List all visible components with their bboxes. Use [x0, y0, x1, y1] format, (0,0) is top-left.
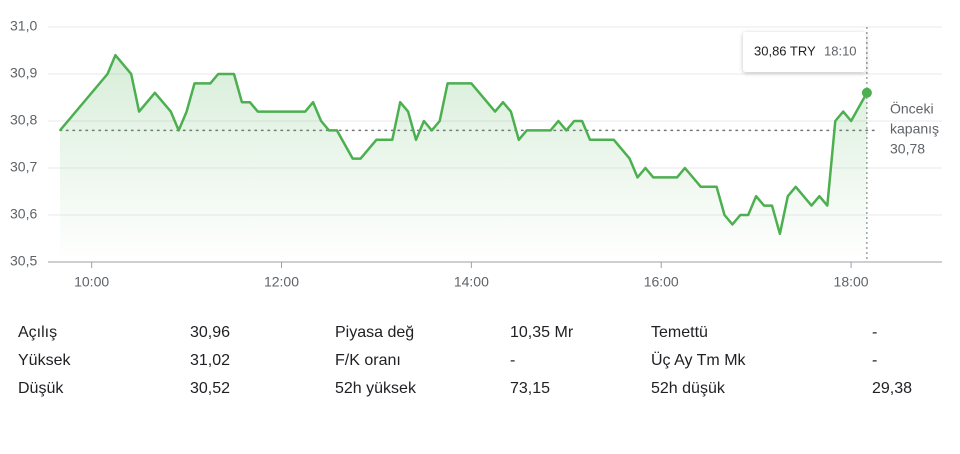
previous-close-label: kapanış	[890, 121, 939, 137]
price-area	[60, 55, 867, 263]
chart: 30,5 30,6 30,7 30,8 30,9 31,0 10:00 12:00 14:00 1…	[10, 18, 942, 290]
stat-value: 73,15	[510, 380, 551, 397]
stat-value: 29,38	[872, 380, 913, 397]
x-tick-label: 10:00	[74, 274, 109, 290]
stat-value: -	[872, 324, 878, 341]
stat-label: 52h düşük	[651, 380, 725, 397]
stat-label: Piyasa değ	[335, 324, 415, 341]
stat-value: 30,52	[190, 380, 231, 397]
stat-label: F/K oranı	[335, 352, 401, 369]
y-tick-label: 30,5	[10, 253, 37, 269]
x-tick-label: 14:00	[454, 274, 489, 290]
y-tick-label: 30,8	[10, 112, 37, 128]
stats-table: Açılış 30,96 Yüksek 31,02 Düşük 30,52 Piyasa d…	[0, 316, 960, 416]
stat-value: -	[510, 352, 516, 369]
y-tick-label: 30,6	[10, 206, 37, 222]
x-tick-label: 12:00	[264, 274, 299, 290]
stat-value: 31,02	[190, 352, 231, 369]
stat-label: Düşük	[18, 380, 64, 397]
tooltip-price: 30,86 TRY	[754, 43, 816, 58]
x-tick-label: 18:00	[834, 274, 869, 290]
tooltip-time: 18:10	[824, 43, 857, 58]
stat-label: Yüksek	[18, 352, 71, 369]
previous-close-label: Önceki	[890, 100, 934, 117]
last-point	[861, 87, 872, 98]
stat-value: -	[872, 352, 878, 369]
stat-label: Açılış	[18, 324, 58, 341]
stat-value: 10,35 Mr	[510, 324, 574, 341]
y-tick-label: 31,0	[10, 18, 37, 34]
y-tick-label: 30,9	[10, 65, 37, 81]
stat-label: Üç Ay Tm Mk	[651, 352, 746, 369]
stat-label: Temettü	[651, 324, 708, 341]
tooltip: 30,86 TRY 18:10	[743, 32, 866, 72]
tooltip-box	[743, 32, 866, 72]
price-line	[59, 53, 868, 236]
y-tick-label: 30,7	[10, 159, 37, 175]
x-tick-label: 16:00	[644, 274, 679, 290]
stat-value: 30,96	[190, 324, 231, 341]
stat-label: 52h yüksek	[335, 380, 416, 397]
previous-close-value: 30,78	[890, 141, 925, 157]
